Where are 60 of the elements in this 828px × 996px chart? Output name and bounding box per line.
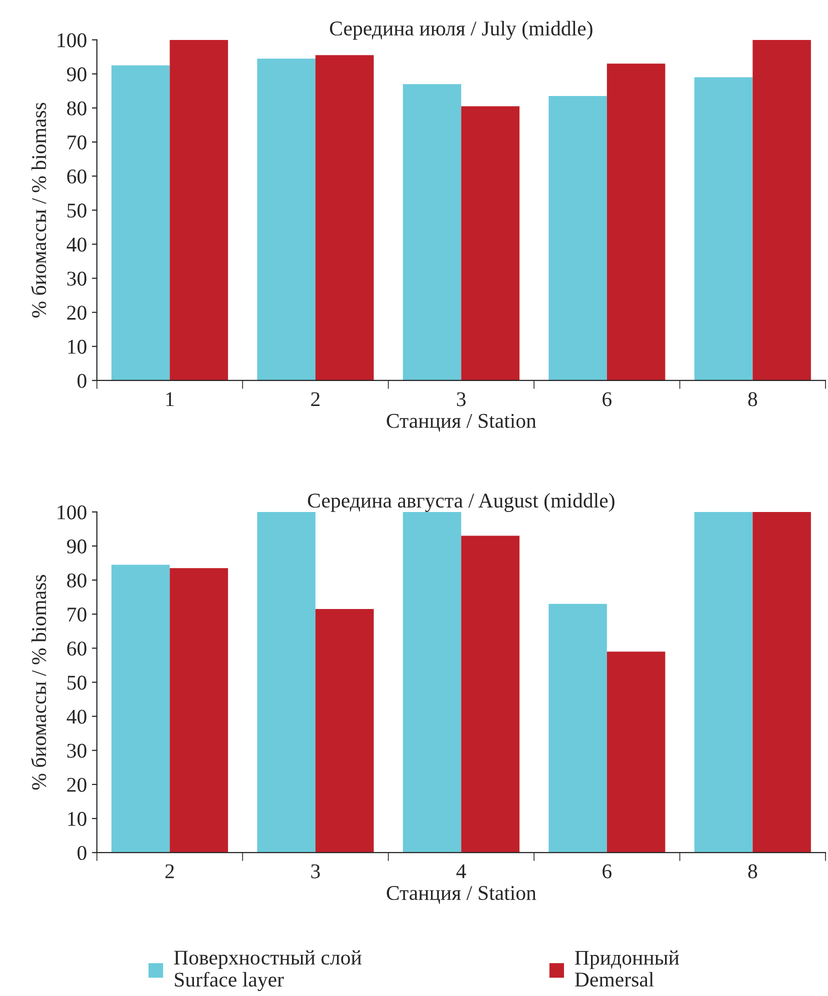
chart-title: Середина июля / July (middle) xyxy=(330,20,592,40)
bar xyxy=(461,536,520,853)
x-tick-label: 4 xyxy=(456,864,466,878)
bar xyxy=(170,40,228,380)
y-tick-label: 20 xyxy=(67,306,86,320)
x-tick-label: 8 xyxy=(748,864,758,878)
bar xyxy=(694,77,753,380)
bar xyxy=(752,40,811,380)
y-tick-label: 60 xyxy=(67,642,86,656)
y-tick-label: 100 xyxy=(58,33,86,48)
y-tick-label: 50 xyxy=(68,676,86,690)
bar xyxy=(402,84,462,380)
y-tick-label: 70 xyxy=(68,608,86,622)
bar xyxy=(606,652,666,853)
bar xyxy=(315,609,374,853)
bar xyxy=(315,55,374,380)
y-tick-label: 10 xyxy=(68,340,86,354)
x-tick-label: 6 xyxy=(602,392,612,406)
y-axis-title: % биомассы / % biomass xyxy=(31,574,46,790)
legend-label: Придонный Demersal xyxy=(575,950,679,987)
x-tick-label: 3 xyxy=(311,864,320,878)
x-axis-title: Станция / Station xyxy=(386,886,536,904)
y-tick-label: 10 xyxy=(68,812,86,826)
y-tick-label: 30 xyxy=(67,272,86,286)
y-tick-label: 0 xyxy=(78,846,86,860)
x-tick-label: 2 xyxy=(165,864,174,878)
bar xyxy=(694,512,753,853)
y-tick-label: 80 xyxy=(67,101,86,116)
y-tick-label: 60 xyxy=(67,169,86,184)
bar xyxy=(170,568,228,853)
bar xyxy=(111,65,170,380)
legend-label: Поверхностный слой Surface layer xyxy=(174,950,362,991)
chart-title: Середина августа / August (middle) xyxy=(308,492,614,512)
y-tick-label: 100 xyxy=(58,505,86,520)
bar xyxy=(606,64,666,380)
x-tick-label: 3 xyxy=(456,392,466,406)
bar xyxy=(461,106,520,380)
y-tick-label: 40 xyxy=(66,710,86,724)
x-axis-title: Станция / Station xyxy=(386,414,536,432)
bar xyxy=(402,512,462,853)
y-axis-title: % биомассы / % biomass xyxy=(31,102,46,318)
x-tick-label: 6 xyxy=(602,864,612,878)
y-tick-label: 0 xyxy=(78,374,86,388)
bar xyxy=(111,564,170,853)
y-tick-label: 30 xyxy=(67,744,86,758)
y-tick-label: 20 xyxy=(67,778,86,792)
y-tick-label: 90 xyxy=(66,67,86,82)
bar xyxy=(257,58,316,380)
x-tick-label: 2 xyxy=(311,392,320,406)
y-tick-label: 90 xyxy=(66,539,86,554)
bar xyxy=(257,512,316,853)
y-tick-label: 70 xyxy=(68,135,86,150)
bar xyxy=(548,604,607,853)
y-tick-label: 80 xyxy=(67,573,86,588)
x-tick-label: 1 xyxy=(166,392,174,406)
bar xyxy=(548,96,607,380)
x-tick-label: 8 xyxy=(748,392,758,406)
y-tick-label: 40 xyxy=(66,238,86,252)
y-tick-label: 50 xyxy=(68,204,86,218)
bar xyxy=(752,512,811,853)
